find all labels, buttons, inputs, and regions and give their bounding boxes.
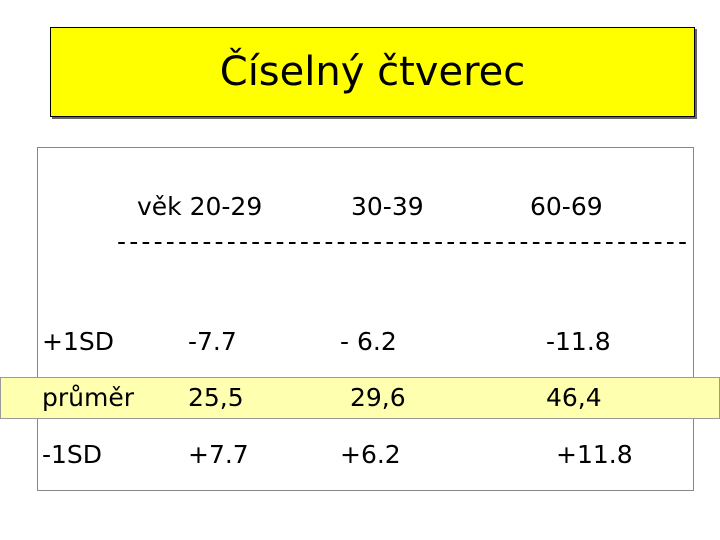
table-cell: -7.7 (188, 327, 237, 356)
table-cell: - 6.2 (340, 327, 397, 356)
table-cell: 29,6 (350, 383, 406, 412)
row-label: -1SD (42, 440, 103, 469)
table-cell: 25,5 (188, 383, 244, 412)
row-label: průměr (42, 383, 135, 412)
table-cell: +7.7 (188, 440, 249, 469)
table-cell: 46,4 (546, 383, 602, 412)
table-cell: +11.8 (556, 440, 633, 469)
highlight-row (0, 377, 720, 419)
dash-rule: ----------------------------------------… (117, 228, 687, 256)
title: Číselný čtverec (219, 49, 526, 95)
header-cell: 30-39 (351, 192, 424, 221)
header-cell: 60-69 (530, 192, 603, 221)
table-cell: -11.8 (546, 327, 611, 356)
row-label: +1SD (42, 327, 114, 356)
title-box: Číselný čtverec (50, 27, 695, 117)
table-cell: +6.2 (340, 440, 401, 469)
table-frame (37, 147, 694, 491)
rule-svg: ----------------------------------------… (117, 228, 687, 256)
header-cell: věk 20-29 (137, 192, 263, 221)
